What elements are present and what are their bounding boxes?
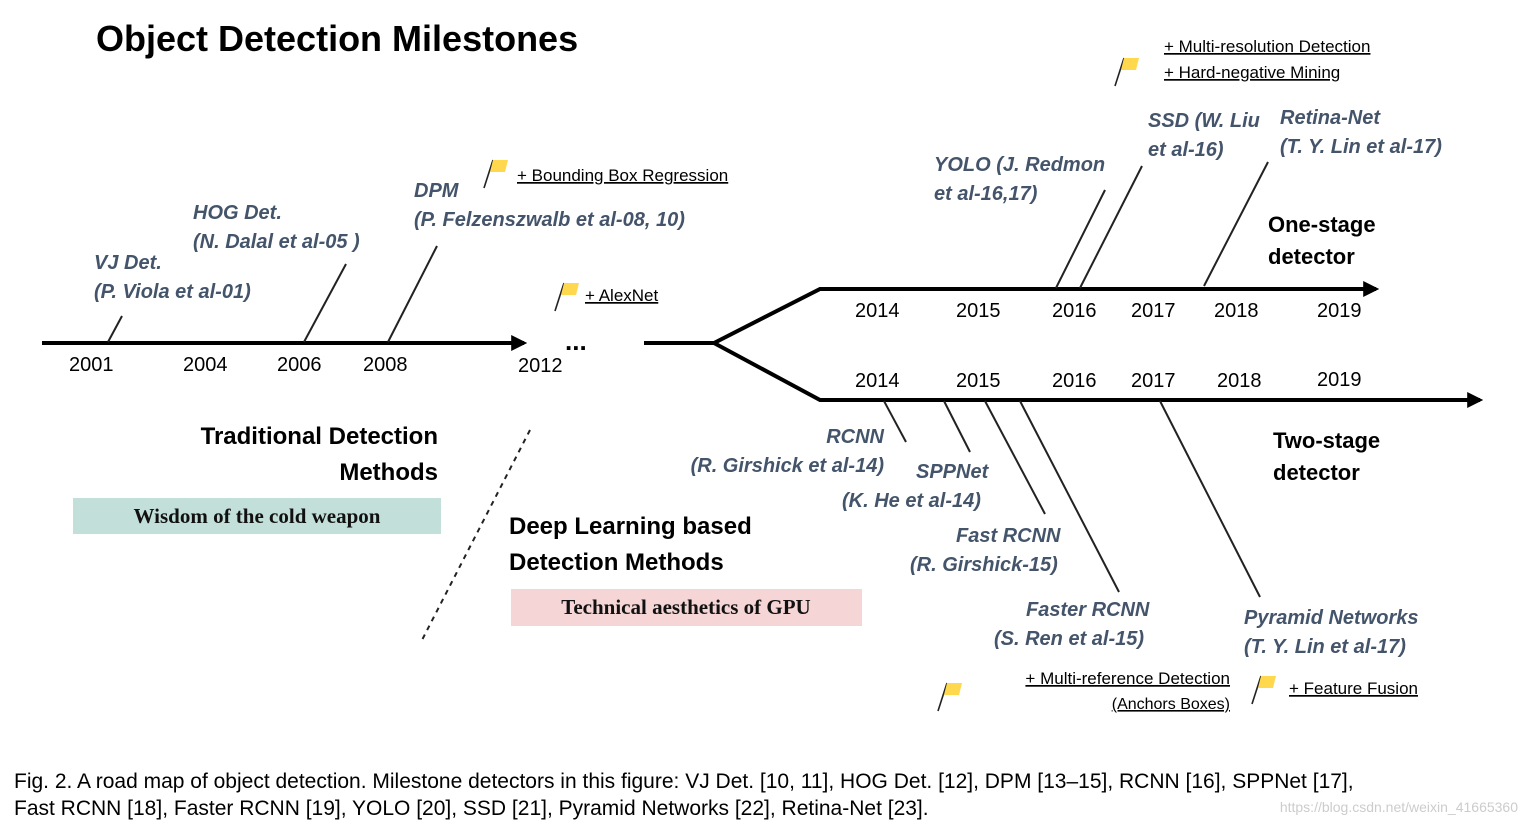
year-label: 2018 xyxy=(1214,300,1259,322)
flag-icon xyxy=(1251,675,1277,705)
feature-multi-reference: + Multi-reference Detection xyxy=(1025,669,1230,688)
figure-caption-line2: Fast RCNN [18], Faster RCNN [19], YOLO [… xyxy=(14,797,929,820)
detector-fpn-citation: (T. Y. Lin et al-17) xyxy=(1244,636,1406,658)
one-stage-label: detector xyxy=(1268,244,1355,269)
leader-line-yolo xyxy=(1055,189,1106,289)
category-deep-line2: Detection Methods xyxy=(509,549,724,576)
year-label: 2001 xyxy=(69,354,114,376)
year-label: 2014 xyxy=(855,370,900,392)
detector-faster-rcnn-citation: (S. Ren et al-15) xyxy=(994,628,1144,650)
leader-line-vj xyxy=(107,315,123,343)
detector-sppnet-citation: (K. He et al-14) xyxy=(842,490,981,512)
detector-fast-rcnn-name: Fast RCNN xyxy=(956,525,1061,547)
detector-hog-citation: (N. Dalal et al-05 ) xyxy=(193,231,360,253)
diagram-title: Object Detection Milestones xyxy=(96,18,578,59)
detector-fpn-name: Pyramid Networks xyxy=(1244,607,1419,629)
badge-traditional-background xyxy=(73,498,441,534)
detector-rcnn-citation: (R. Girshick et al-14) xyxy=(691,455,885,477)
badge-deep: Technical aesthetics of GPU xyxy=(561,595,810,619)
leader-line-ssd xyxy=(1079,165,1143,289)
year-label: 2006 xyxy=(277,354,322,376)
detector-yolo-citation: et al-16,17) xyxy=(934,183,1038,205)
two-stage-label: Two-stage xyxy=(1273,428,1380,453)
badge-traditional: Wisdom of the cold weapon xyxy=(134,504,381,528)
leader-line-fast-rcnn xyxy=(984,400,1046,515)
flag-icon xyxy=(937,682,963,712)
flag-icon xyxy=(1114,57,1140,87)
feature-multi-resolution: + Multi-resolution Detection xyxy=(1164,37,1370,56)
detector-rcnn-name: RCNN xyxy=(826,426,884,448)
detector-yolo-name: YOLO (J. Redmon xyxy=(934,154,1105,176)
feature-bbox-regression: + Bounding Box Regression xyxy=(517,166,728,185)
detector-sppnet-name: SPPNet xyxy=(916,461,990,483)
category-traditional-line2: Methods xyxy=(339,459,438,486)
leader-line-retina xyxy=(1203,161,1269,287)
year-label: 2019 xyxy=(1317,369,1362,391)
one-stage-timeline-axis xyxy=(644,281,1380,345)
category-traditional-line1: Traditional Detection xyxy=(201,423,438,450)
badge-deep-background xyxy=(511,589,862,626)
detector-dpm-name: DPM xyxy=(414,180,460,202)
feature-feature-fusion: + Feature Fusion xyxy=(1289,679,1418,698)
detector-dpm-citation: (P. Felzenszwalb et al-08, 10) xyxy=(414,209,685,231)
detector-hog-name: HOG Det. xyxy=(193,202,282,224)
detector-vj-name: VJ Det. xyxy=(94,252,162,274)
one-stage-label: One-stage xyxy=(1268,212,1376,237)
year-label: 2018 xyxy=(1217,370,1262,392)
detector-faster-rcnn-name: Faster RCNN xyxy=(1026,599,1150,621)
detector-fast-rcnn-citation: (R. Girshick-15) xyxy=(910,554,1058,576)
figure-caption-line1: Fig. 2. A road map of object detection. … xyxy=(14,770,1354,793)
leader-line-faster-rcnn xyxy=(1019,400,1120,593)
year-label: 2017 xyxy=(1131,370,1176,392)
detector-retina-name: Retina-Net xyxy=(1280,107,1381,129)
detector-vj-citation: (P. Viola et al-01) xyxy=(94,281,251,303)
year-label: 2019 xyxy=(1317,300,1362,322)
year-label: 2015 xyxy=(956,300,1001,322)
flag-icon xyxy=(483,159,509,189)
year-label: 2012 xyxy=(518,355,563,377)
feature-hard-negative: + Hard-negative Mining xyxy=(1164,63,1340,82)
year-label: 2004 xyxy=(183,354,228,376)
flag-icon xyxy=(554,282,580,312)
leader-line-dpm xyxy=(387,245,438,343)
detector-ssd-citation: et al-16) xyxy=(1148,139,1224,161)
two-stage-timeline-axis xyxy=(713,341,1484,408)
year-label: 2015 xyxy=(956,370,1001,392)
timeline-ellipsis: ... xyxy=(565,326,587,356)
watermark: https://blog.csdn.net/weixin_41665360 xyxy=(1280,799,1518,815)
year-label: 2014 xyxy=(855,300,900,322)
year-label: 2017 xyxy=(1131,300,1176,322)
feature-anchor-boxes: (Anchors Boxes) xyxy=(1112,696,1230,713)
year-label: 2016 xyxy=(1052,300,1097,322)
category-deep-line1: Deep Learning based xyxy=(509,513,752,540)
year-label: 2008 xyxy=(363,354,408,376)
leader-line-hog xyxy=(303,263,347,343)
leader-line-fpn xyxy=(1159,400,1261,598)
year-label: 2016 xyxy=(1052,370,1097,392)
leader-line-sppnet xyxy=(943,400,971,453)
leader-line-rcnn xyxy=(883,400,907,443)
two-stage-label: detector xyxy=(1273,460,1360,485)
feature-alexnet: + AlexNet xyxy=(585,286,659,305)
detector-ssd-name: SSD (W. Liu xyxy=(1148,110,1260,132)
detector-retina-citation: (T. Y. Lin et al-17) xyxy=(1280,136,1442,158)
